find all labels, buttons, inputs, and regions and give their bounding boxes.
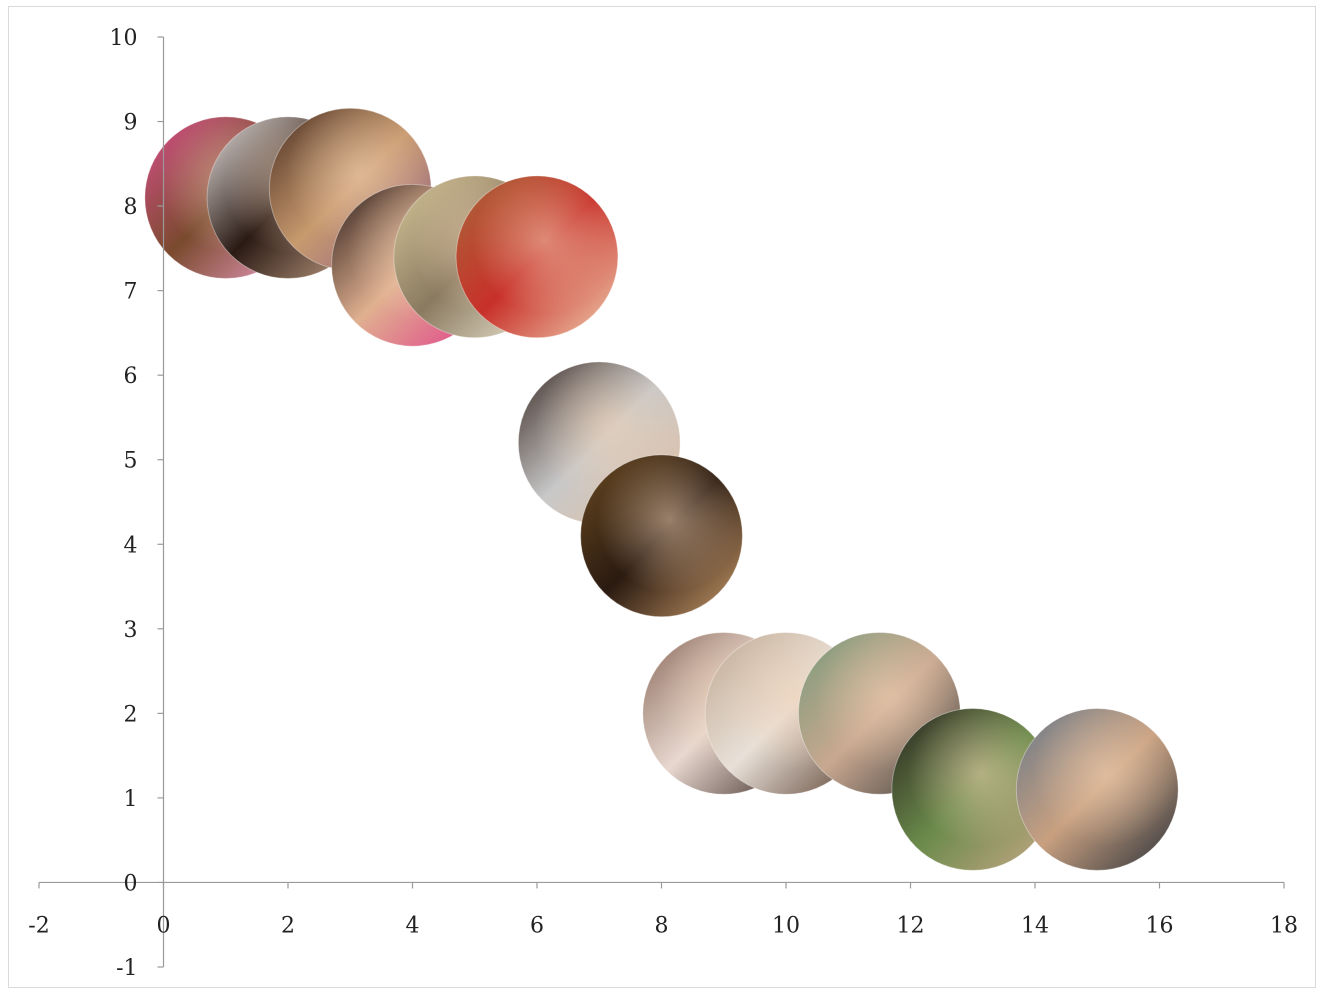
x-tick-label: 8 [655, 913, 669, 938]
data-point-photo-bubble [891, 708, 1055, 871]
data-point-photo-bubble [580, 454, 743, 618]
data-point-highlight [1016, 708, 1179, 871]
x-tick-label: -2 [28, 913, 49, 938]
data-point-highlight [580, 454, 743, 617]
photo-bubbles-layer [144, 107, 1179, 871]
y-tick-label: 10 [110, 26, 138, 51]
x-tick-label: 14 [1021, 913, 1049, 938]
data-point-photo-bubble [455, 175, 619, 339]
data-point-edge [455, 175, 619, 339]
y-tick-label: 4 [124, 533, 138, 558]
x-tick-label: 18 [1270, 913, 1298, 938]
x-tick-label: 10 [772, 913, 800, 938]
y-tick-label: 0 [124, 871, 138, 896]
x-tick-label: 2 [281, 913, 295, 938]
y-tick-label: -1 [116, 956, 137, 981]
x-tick-label: 6 [530, 913, 544, 938]
data-point-photo-bubble [1015, 708, 1179, 871]
y-tick-label: 6 [124, 364, 138, 389]
data-point-highlight [456, 175, 618, 338]
y-tick-label: 3 [124, 618, 138, 643]
x-tick-label: 12 [897, 913, 925, 938]
y-tick-label: 7 [124, 280, 138, 305]
x-tick-label: 16 [1146, 913, 1174, 938]
axes-layer [38, 36, 1285, 968]
data-point-edge [580, 454, 743, 618]
data-point-highlight [891, 708, 1054, 871]
chart-frame: -2 0 2 4 6 8 10 12 14 16 18 -1 0 1 2 3 4 5 6 7 8 9 10 [8, 6, 1316, 988]
y-tick-label: 5 [124, 449, 138, 474]
y-tick-label: 8 [124, 195, 138, 220]
y-tick-label: 1 [124, 787, 138, 812]
y-tick-label: 9 [124, 111, 138, 136]
x-tick-label: 4 [406, 913, 420, 938]
y-tick-label: 2 [124, 702, 138, 727]
x-tick-label: 0 [157, 913, 171, 938]
data-point-edge [1015, 708, 1179, 871]
